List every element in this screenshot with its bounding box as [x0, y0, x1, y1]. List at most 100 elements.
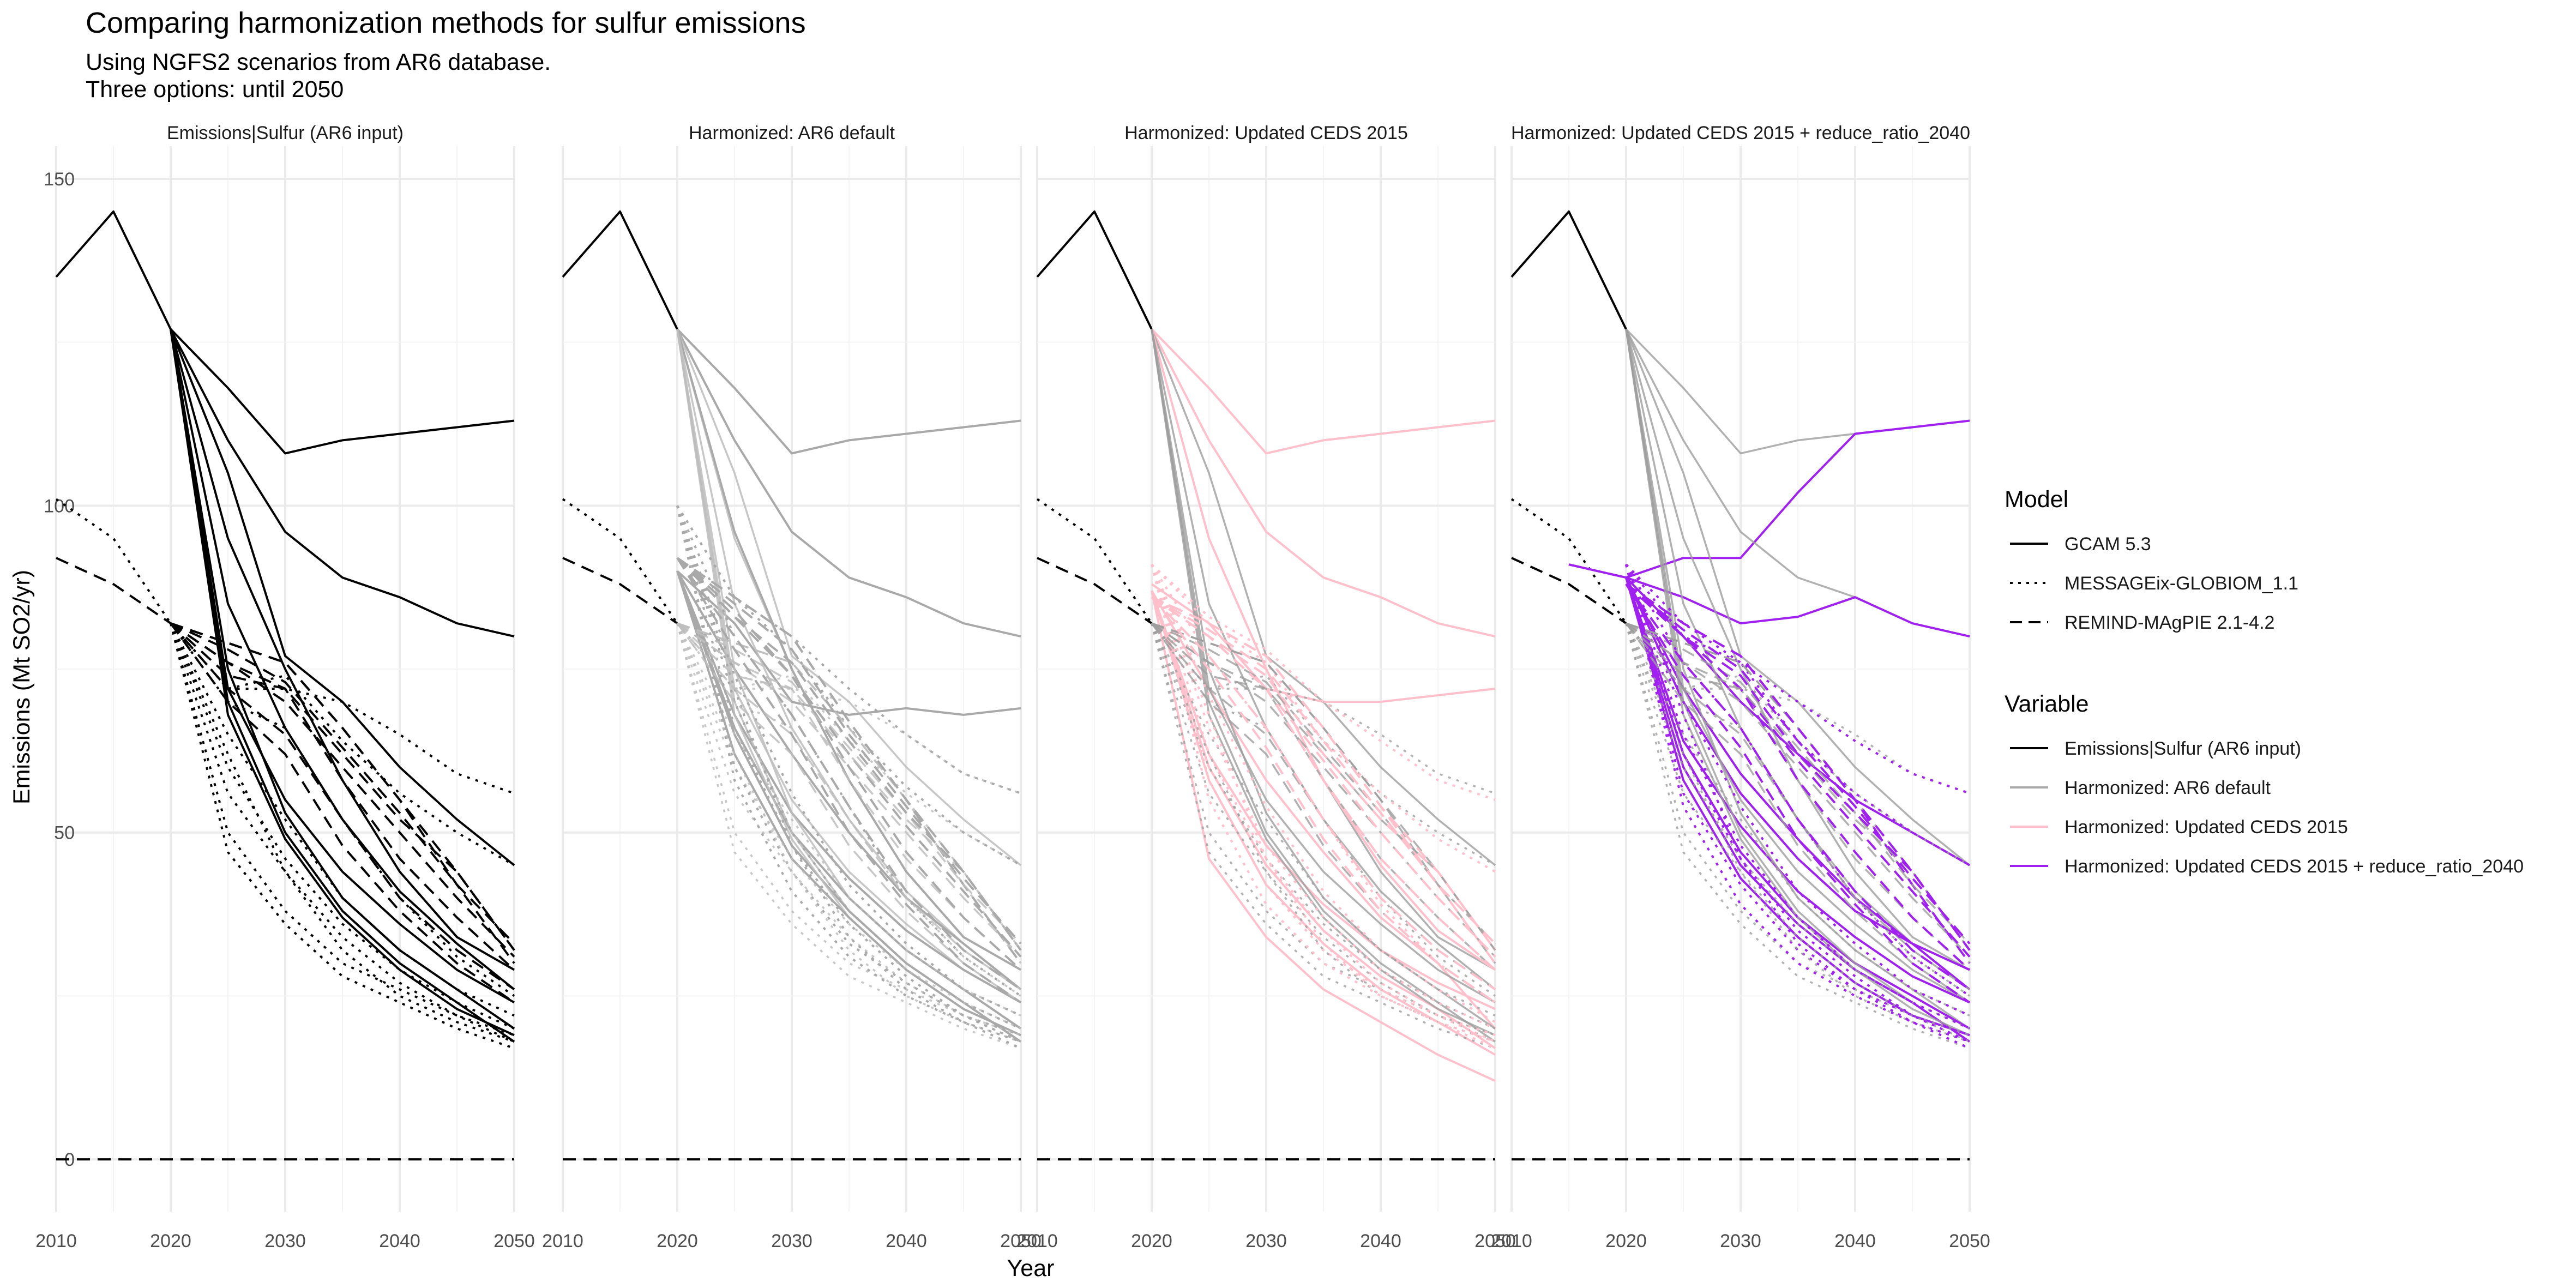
series-ceds-gcam-5-3-0 — [1151, 328, 1496, 455]
series-input-messageix-globiom-1-1-15 — [676, 623, 1021, 1043]
x-tick-label: 2020 — [1605, 1231, 1647, 1251]
series-input-gcam-5-3-4 — [170, 329, 515, 990]
series-ceds-gcam-5-3-5 — [1151, 590, 1496, 1010]
series-ar6-remind-magpie-2-1-4-2-20 — [676, 557, 1022, 944]
x-tick-label: 2010 — [1491, 1231, 1532, 1251]
series-input-remind-magpie-2-1-4-2-24 — [170, 622, 515, 1004]
series-ar6-gcam-5-3-2 — [676, 570, 1021, 716]
series-ceds-remind-magpie-2-1-4-2-20 — [1151, 596, 1496, 944]
series-input-messageix-globiom-1-1-17 — [676, 623, 1021, 1043]
series-input-messageix-globiom-1-1-17 — [170, 623, 515, 1043]
x-tick-label: 2030 — [1245, 1231, 1287, 1251]
x-tick-label: 2020 — [150, 1231, 191, 1251]
series-ar6-messageix-globiom-1-1-9 — [676, 505, 1021, 795]
series-input-messageix-globiom-1-1-12 — [676, 623, 1021, 1016]
x-tick-label: 2010 — [35, 1231, 77, 1251]
history-line-remind-magpie-2-1-4-2 — [1511, 557, 1627, 624]
series-rr-remind-magpie-2-1-4-2-19 — [1625, 583, 1971, 951]
series-rr-gcam-5-3-1 — [1626, 576, 1970, 638]
series-input-gcam-5-3-8 — [1625, 329, 1970, 1036]
x-tick-label: 2030 — [771, 1231, 812, 1251]
x-tick-label: 2050 — [1000, 1231, 1042, 1251]
history-line-gcam-5-3 — [55, 210, 172, 330]
series-rr-messageix-globiom-1-1-15 — [1625, 564, 1970, 1043]
facet-strip-label: Harmonized: AR6 default — [689, 123, 895, 143]
series-ceds-messageix-globiom-1-1-15 — [1151, 564, 1496, 1043]
series-rr-gcam-5-3-0 — [1626, 419, 1970, 579]
series-input-messageix-globiom-1-1-11 — [676, 623, 1021, 997]
x-tick-label: 2030 — [1720, 1231, 1761, 1251]
series-rr-messageix-globiom-1-1-12 — [1625, 564, 1970, 1017]
x-tick-label: 2010 — [1016, 1231, 1058, 1251]
series-input-messageix-globiom-1-1-15 — [1151, 623, 1496, 1043]
series-ceds-remind-magpie-2-1-4-2-23 — [1151, 596, 1496, 991]
series-rr-remind-magpie-2-1-4-2-20 — [1625, 583, 1971, 944]
series-input-remind-magpie-2-1-4-2-20 — [170, 622, 515, 944]
series-input-remind-magpie-2-1-4-2-19 — [1626, 622, 1971, 951]
series-ceds-messageix-globiom-1-1-9 — [1151, 563, 1496, 801]
history-line-gcam-5-3 — [562, 210, 678, 330]
series-input-remind-magpie-2-1-4-2-19 — [1151, 622, 1496, 951]
series-input-remind-magpie-2-1-4-2-23 — [170, 622, 515, 991]
legend: Model GCAM 5.3 MESSAGEix-GLOBIOM_1.1 REMIND… — [2005, 486, 2524, 877]
legend-label-harmonized-ar6-default: Harmonized: AR6 default — [2065, 778, 2271, 798]
series-rr-remind-magpie-2-1-4-2-22 — [1625, 583, 1971, 971]
series-input-messageix-globiom-1-1-12 — [1151, 623, 1496, 1016]
legend-label-gcam-5-3: GCAM 5.3 — [2065, 534, 2151, 555]
x-tick-label: 2050 — [1949, 1231, 1990, 1251]
series-input-messageix-globiom-1-1-9 — [1151, 622, 1496, 795]
series-ar6-messageix-globiom-1-1-10 — [676, 505, 1021, 866]
legend-model-title: Model — [2005, 486, 2068, 513]
series-input-remind-magpie-2-1-4-2-19 — [677, 622, 1022, 951]
series-ar6-gcam-5-3-1 — [676, 328, 1021, 638]
series-input-messageix-globiom-1-1-13 — [170, 623, 515, 1030]
series-rr-remind-magpie-2-1-4-2-23 — [1625, 583, 1971, 991]
legend-label-emissions-sulfur-ar6-input: Emissions|Sulfur (AR6 input) — [2065, 738, 2301, 759]
series-input-messageix-globiom-1-1-12 — [170, 623, 515, 1017]
series-input-messageix-globiom-1-1-13 — [1625, 623, 1970, 1030]
series-ar6-messageix-globiom-1-1-16 — [676, 505, 1021, 1050]
series-input-gcam-5-3-0 — [170, 328, 515, 455]
series-input-messageix-globiom-1-1-17 — [1625, 623, 1970, 1043]
series-input-messageix-globiom-1-1-13 — [676, 623, 1021, 1030]
series-rr-gcam-5-3-2 — [1625, 576, 1970, 866]
plot-area: Emissions|Sulfur (AR6 input) 2010 2020 2030… — [35, 123, 1990, 1251]
legend-variable: Variable Emissions|Sulfur (AR6 input) Harm… — [2005, 691, 2524, 877]
x-tick-label: 2040 — [1834, 1231, 1876, 1251]
series-input-remind-magpie-2-1-4-2-19 — [170, 622, 515, 951]
series-ar6-gcam-5-3-0 — [676, 328, 1021, 455]
series-rr-remind-magpie-2-1-4-2-21 — [1625, 583, 1971, 958]
series-input-messageix-globiom-1-1-9 — [676, 622, 1021, 795]
series-input-messageix-globiom-1-1-16 — [170, 623, 515, 1050]
series-ceds-messageix-globiom-1-1-17 — [1151, 564, 1496, 1043]
series-input-messageix-globiom-1-1-13 — [1151, 623, 1496, 1030]
series-input-remind-magpie-2-1-4-2-22 — [170, 622, 515, 971]
y-tick-label: 100 — [44, 496, 75, 516]
x-tick-label: 2040 — [1360, 1231, 1401, 1251]
facet-strip-label: Emissions|Sulfur (AR6 input) — [167, 123, 404, 143]
series-ar6-remind-magpie-2-1-4-2-19 — [676, 557, 1022, 951]
history-line-gcam-5-3 — [1510, 210, 1627, 330]
series-rr-remind-magpie-2-1-4-2-24 — [1625, 583, 1971, 1004]
legend-label-harmonized-updated-ceds-2015: Harmonized: Updated CEDS 2015 — [2065, 817, 2348, 838]
legend-label-harmonized-updated-ceds-2015-reduce-ratio-2040: Harmonized: Updated CEDS 2015 + reduce_r… — [2065, 856, 2524, 877]
series-input-messageix-globiom-1-1-9 — [170, 622, 515, 795]
series-input-gcam-5-3-8 — [170, 329, 515, 1037]
y-tick-label: 50 — [54, 823, 75, 844]
series-ar6-remind-magpie-2-1-4-2-24 — [676, 557, 1022, 1004]
y-axis-title: Emissions (Mt SO2/yr) — [9, 570, 35, 804]
series-rr-history-remind-magpie-2-1-4-2 — [1568, 563, 1627, 579]
series-input-messageix-globiom-1-1-15 — [170, 623, 515, 1043]
series-ar6-remind-magpie-2-1-4-2-21 — [676, 557, 1022, 958]
x-tick-label: 2020 — [657, 1231, 698, 1251]
series-input-messageix-globiom-1-1-15 — [1625, 623, 1970, 1043]
x-tick-label: 2050 — [493, 1231, 535, 1251]
x-tick-label: 2050 — [1474, 1231, 1516, 1251]
series-rr-gcam-5-3-5 — [1625, 577, 1970, 1004]
facet-strip-label: Harmonized: Updated CEDS 2015 — [1124, 123, 1408, 143]
history-line-remind-magpie-2-1-4-2 — [56, 557, 172, 624]
series-ceds-remind-magpie-2-1-4-2-24 — [1151, 596, 1496, 1004]
facet-1: Emissions|Sulfur (AR6 input) 2010 2020 2030… — [35, 123, 535, 1251]
x-tick-label: 2020 — [1131, 1231, 1172, 1251]
